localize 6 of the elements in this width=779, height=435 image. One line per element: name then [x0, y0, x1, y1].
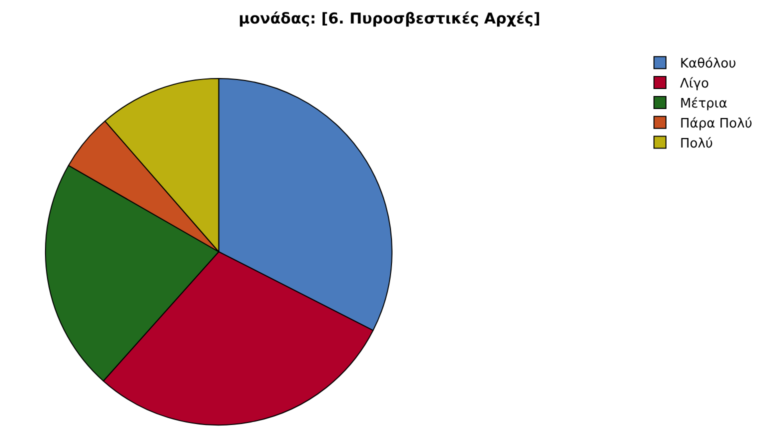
- legend-label: Πολύ: [680, 136, 713, 152]
- legend-label: Καθόλου: [680, 56, 736, 72]
- legend-label: Πάρα Πολύ: [680, 116, 752, 132]
- chart-title: μονάδας: [6. Πυροσβεστικές Αρχές]: [238, 10, 540, 28]
- legend-label: Μέτρια: [680, 96, 728, 112]
- legend-label: Λίγο: [680, 76, 709, 92]
